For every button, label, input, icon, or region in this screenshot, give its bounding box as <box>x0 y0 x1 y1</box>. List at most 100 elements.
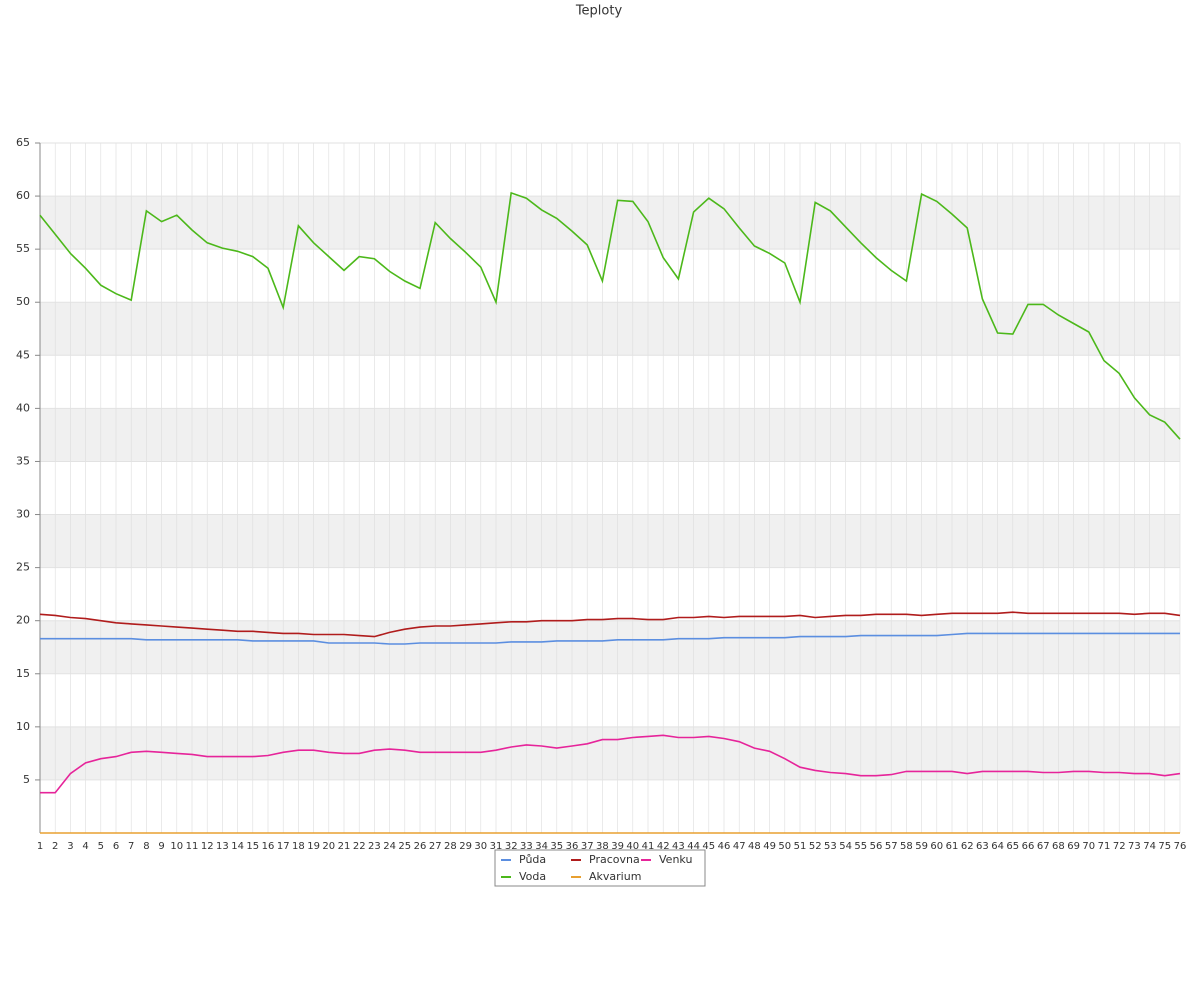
x-tick-label: 68 <box>1052 841 1065 852</box>
x-tick-label: 55 <box>854 841 867 852</box>
x-tick-label: 39 <box>611 841 624 852</box>
x-tick-label: 1 <box>37 841 43 852</box>
x-tick-label: 31 <box>490 841 503 852</box>
x-tick-label: 43 <box>672 841 685 852</box>
y-tick-label: 60 <box>16 189 30 202</box>
y-tick-label: 10 <box>16 720 30 733</box>
x-tick-label: 38 <box>596 841 609 852</box>
x-tick-label: 49 <box>763 841 776 852</box>
x-tick-label: 72 <box>1113 841 1126 852</box>
x-tick-label: 58 <box>900 841 913 852</box>
x-tick-label: 66 <box>1022 841 1035 852</box>
y-tick-label: 35 <box>16 454 30 467</box>
x-tick-label: 2 <box>52 841 58 852</box>
x-tick-label: 9 <box>158 841 164 852</box>
y-tick-label: 15 <box>16 667 30 680</box>
x-tick-label: 15 <box>246 841 259 852</box>
x-tick-label: 6 <box>113 841 119 852</box>
x-tick-label: 7 <box>128 841 134 852</box>
x-tick-label: 76 <box>1174 841 1187 852</box>
x-tick-label: 70 <box>1082 841 1095 852</box>
x-tick-label: 71 <box>1098 841 1111 852</box>
x-tick-label: 17 <box>277 841 290 852</box>
x-tick-label: 24 <box>383 841 396 852</box>
legend-label: Pracovna <box>589 853 640 866</box>
y-tick-label: 20 <box>16 614 30 627</box>
x-tick-label: 36 <box>566 841 579 852</box>
x-tick-label: 16 <box>262 841 275 852</box>
x-tick-label: 5 <box>98 841 104 852</box>
x-tick-label: 40 <box>626 841 639 852</box>
series-line <box>39 191 1181 440</box>
x-tick-label: 21 <box>338 841 351 852</box>
x-tick-label: 33 <box>520 841 533 852</box>
x-tick-label: 11 <box>186 841 199 852</box>
x-tick-label: 61 <box>946 841 959 852</box>
x-tick-label: 37 <box>581 841 594 852</box>
x-tick-label: 18 <box>292 841 305 852</box>
x-tick-label: 59 <box>915 841 928 852</box>
x-tick-label: 47 <box>733 841 746 852</box>
y-tick-label: 45 <box>16 348 30 361</box>
x-tick-label: 3 <box>67 841 73 852</box>
legend-label: Voda <box>519 870 546 883</box>
grid-band <box>40 620 1180 674</box>
series-line <box>40 632 1180 645</box>
x-tick-label: 44 <box>687 841 700 852</box>
x-tick-label: 52 <box>809 841 822 852</box>
grid-band <box>40 302 1180 356</box>
x-tick-label: 63 <box>976 841 989 852</box>
x-tick-label: 8 <box>143 841 149 852</box>
x-tick-label: 28 <box>444 841 457 852</box>
y-tick-label: 30 <box>16 508 30 521</box>
x-tick-label: 73 <box>1128 841 1141 852</box>
x-tick-label: 53 <box>824 841 837 852</box>
x-tick-label: 25 <box>398 841 411 852</box>
y-tick-label: 65 <box>16 136 30 149</box>
x-tick-label: 50 <box>778 841 791 852</box>
x-tick-label: 32 <box>505 841 518 852</box>
legend-label: Akvarium <box>589 870 641 883</box>
x-tick-label: 62 <box>961 841 974 852</box>
y-tick-label: 55 <box>16 242 30 255</box>
x-tick-label: 45 <box>702 841 715 852</box>
x-tick-label: 23 <box>368 841 381 852</box>
x-tick-label: 29 <box>459 841 472 852</box>
x-tick-label: 51 <box>794 841 807 852</box>
x-tick-label: 4 <box>82 841 88 852</box>
x-tick-label: 41 <box>642 841 655 852</box>
x-tick-label: 42 <box>657 841 670 852</box>
x-tick-label: 65 <box>1006 841 1019 852</box>
y-tick-label: 5 <box>23 773 30 786</box>
x-tick-label: 46 <box>718 841 731 852</box>
y-tick-label: 50 <box>16 295 30 308</box>
x-tick-label: 64 <box>991 841 1004 852</box>
grid-band <box>40 408 1180 462</box>
x-tick-label: 10 <box>170 841 183 852</box>
x-tick-label: 57 <box>885 841 898 852</box>
x-tick-label: 27 <box>429 841 442 852</box>
x-tick-label: 30 <box>474 841 487 852</box>
x-tick-label: 69 <box>1067 841 1080 852</box>
y-tick-label: 40 <box>16 401 30 414</box>
y-tick-label: 25 <box>16 561 30 574</box>
x-tick-label: 67 <box>1037 841 1050 852</box>
x-tick-label: 35 <box>550 841 563 852</box>
x-tick-label: 60 <box>930 841 943 852</box>
x-tick-label: 74 <box>1143 841 1156 852</box>
x-tick-label: 48 <box>748 841 761 852</box>
x-tick-label: 75 <box>1158 841 1171 852</box>
x-tick-label: 34 <box>535 841 548 852</box>
legend-box <box>494 849 706 887</box>
x-tick-label: 14 <box>231 841 244 852</box>
series-line <box>39 611 1181 638</box>
x-tick-label: 19 <box>307 841 320 852</box>
x-tick-label: 12 <box>201 841 214 852</box>
x-tick-label: 22 <box>353 841 366 852</box>
x-tick-label: 56 <box>870 841 883 852</box>
x-tick-label: 54 <box>839 841 852 852</box>
x-tick-label: 13 <box>216 841 229 852</box>
x-tick-label: 20 <box>322 841 335 852</box>
